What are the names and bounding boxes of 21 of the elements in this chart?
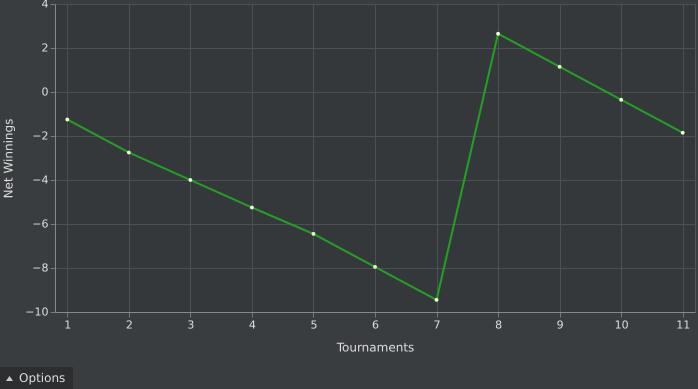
options-button[interactable]: Options [0, 367, 74, 389]
x-tick-label: 1 [64, 318, 72, 332]
x-tick-label: 5 [310, 318, 318, 332]
x-tick-label: 6 [372, 318, 379, 332]
y-tick-label: −6 [32, 218, 48, 230]
x-tick-label: 10 [614, 318, 629, 332]
x-tick-label: 7 [434, 318, 441, 332]
y-tick-label: −8 [32, 262, 48, 274]
x-tick-label: 11 [676, 318, 690, 332]
y-axis-title: Net Winnings [1, 118, 16, 198]
y-tick-label: 0 [42, 86, 48, 98]
x-tick-label: 4 [248, 318, 256, 332]
x-tick-label: 8 [495, 318, 502, 332]
y-tick-label: −10 [25, 306, 48, 318]
x-tick-label: 3 [187, 318, 194, 332]
x-tick-label: 9 [556, 318, 564, 332]
y-tick-label: 2 [42, 42, 48, 54]
x-tick-label: 2 [126, 318, 133, 332]
x-axis-title: Tournaments [336, 340, 414, 354]
y-tick-label: −4 [32, 174, 48, 186]
y-tick-label: −2 [32, 130, 48, 142]
